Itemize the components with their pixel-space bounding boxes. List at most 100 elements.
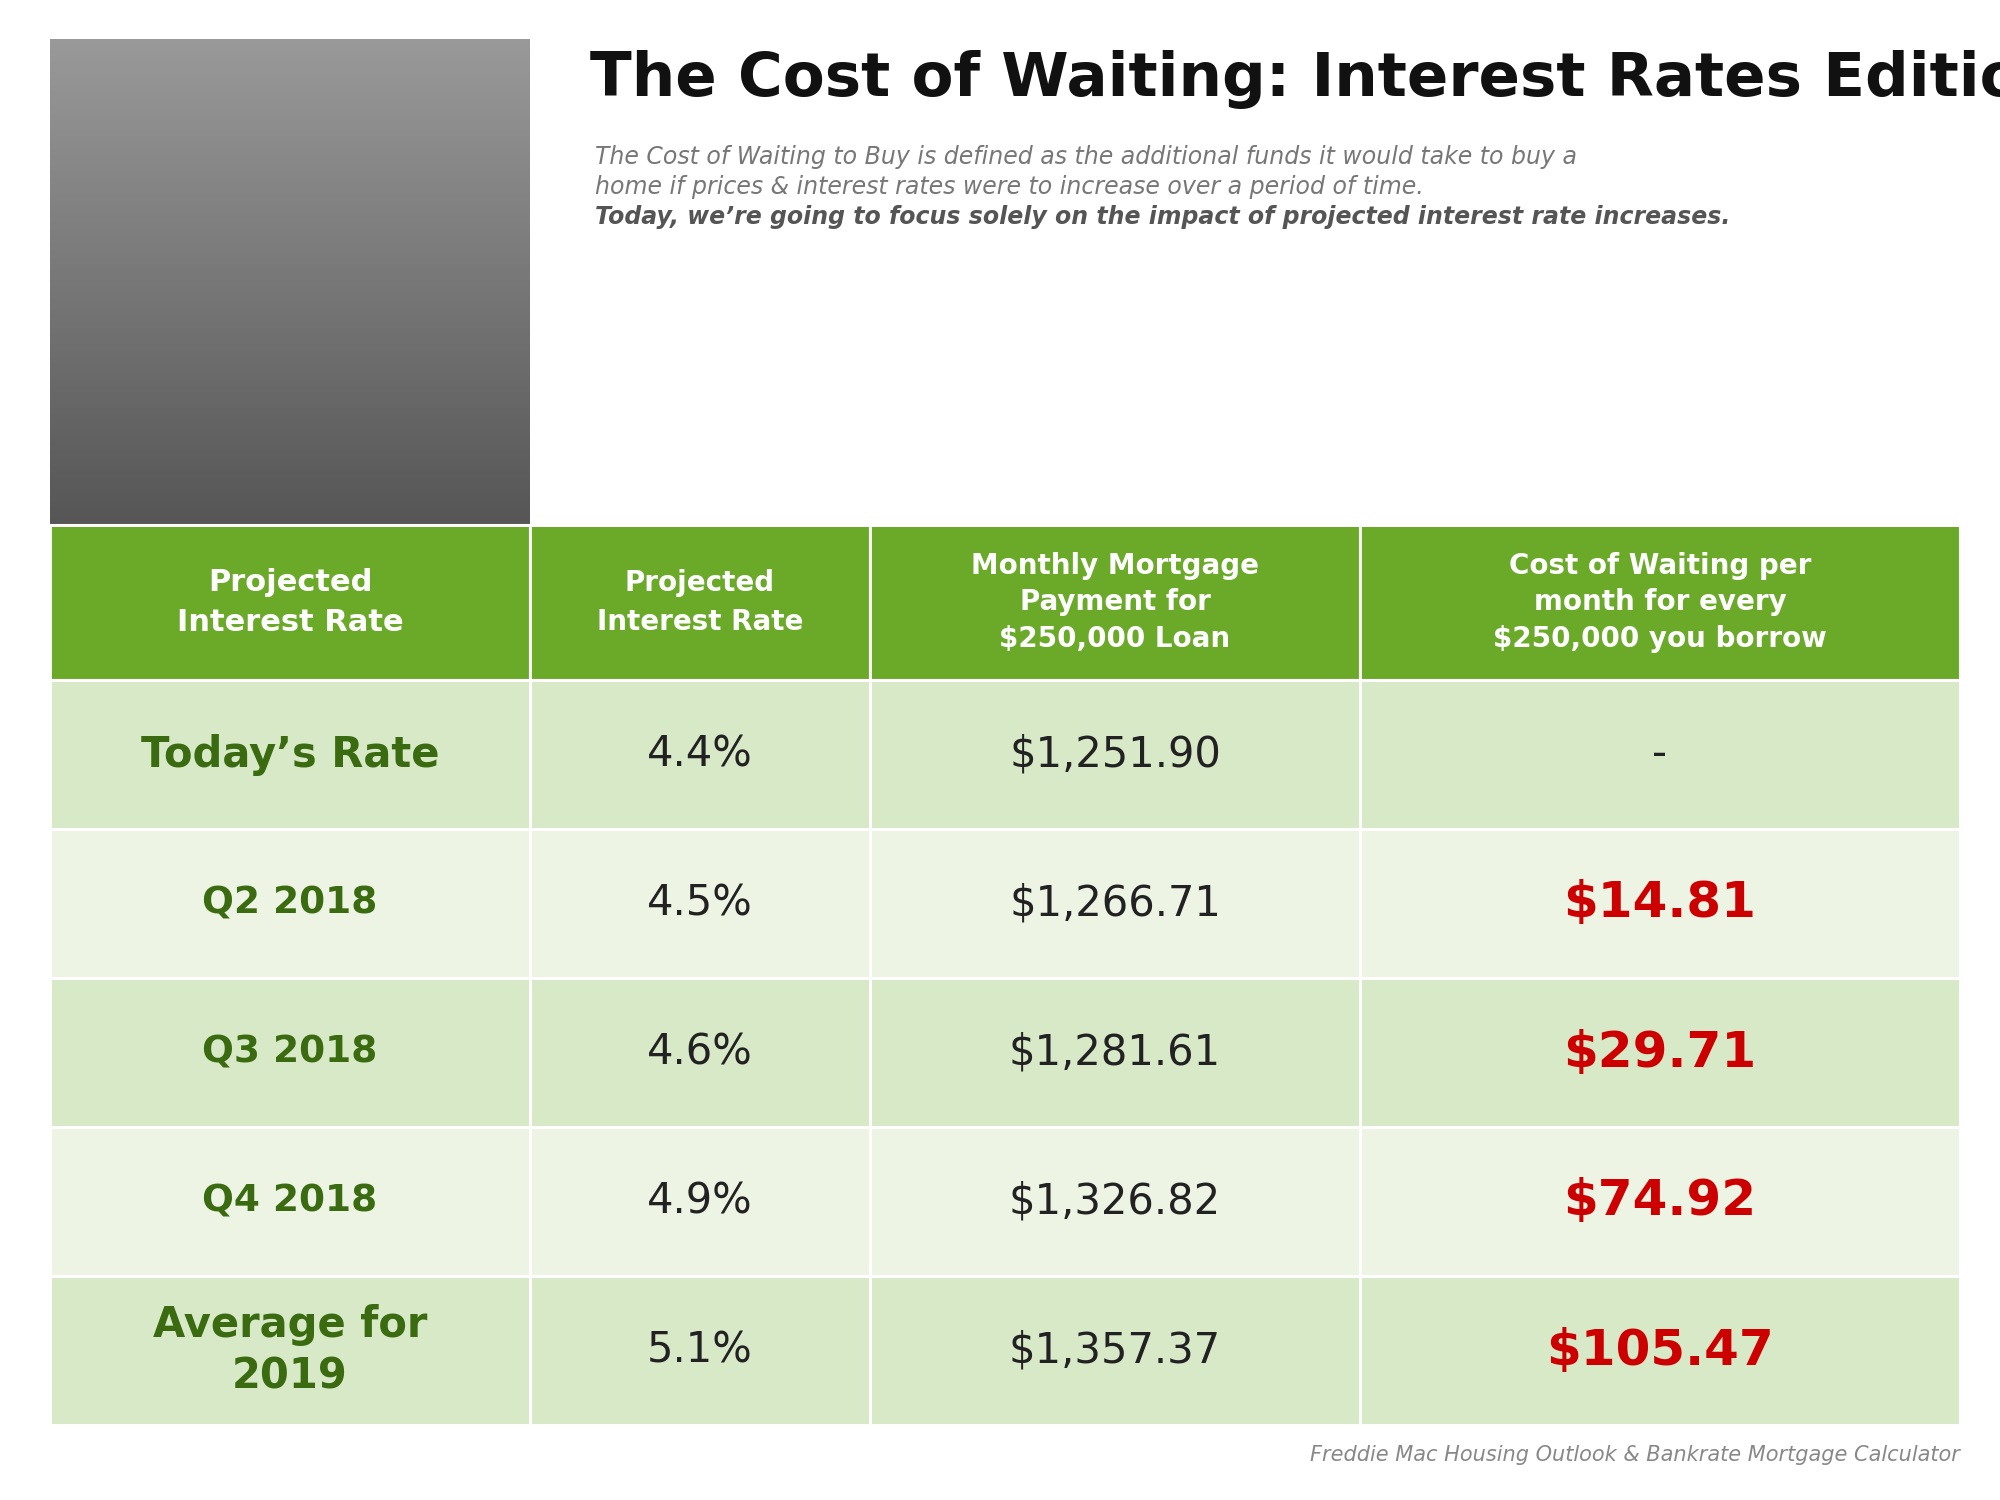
FancyBboxPatch shape: [50, 256, 530, 261]
FancyBboxPatch shape: [50, 69, 530, 72]
Text: Q2 2018: Q2 2018: [202, 885, 378, 921]
FancyBboxPatch shape: [50, 72, 530, 75]
FancyBboxPatch shape: [50, 234, 530, 238]
FancyBboxPatch shape: [530, 1126, 870, 1276]
Text: Projected
Interest Rate: Projected Interest Rate: [176, 568, 404, 638]
Text: Q3 2018: Q3 2018: [202, 1035, 378, 1071]
FancyBboxPatch shape: [50, 209, 530, 213]
FancyBboxPatch shape: [50, 386, 530, 388]
FancyBboxPatch shape: [50, 680, 530, 830]
FancyBboxPatch shape: [50, 561, 530, 566]
FancyBboxPatch shape: [50, 90, 530, 94]
FancyBboxPatch shape: [50, 290, 530, 292]
Text: 4.4%: 4.4%: [648, 734, 752, 776]
Text: The Cost of Waiting: Interest Rates Edition: The Cost of Waiting: Interest Rates Edit…: [590, 50, 2000, 110]
FancyBboxPatch shape: [50, 366, 530, 369]
FancyBboxPatch shape: [50, 87, 530, 92]
FancyBboxPatch shape: [50, 519, 530, 524]
FancyBboxPatch shape: [50, 228, 530, 232]
FancyBboxPatch shape: [50, 482, 530, 484]
FancyBboxPatch shape: [50, 609, 530, 613]
FancyBboxPatch shape: [50, 622, 530, 626]
FancyBboxPatch shape: [50, 459, 530, 462]
FancyBboxPatch shape: [50, 352, 530, 357]
FancyBboxPatch shape: [50, 507, 530, 510]
FancyBboxPatch shape: [50, 81, 530, 86]
FancyBboxPatch shape: [50, 154, 530, 159]
FancyBboxPatch shape: [50, 433, 530, 436]
FancyBboxPatch shape: [50, 142, 530, 146]
FancyBboxPatch shape: [50, 196, 530, 200]
FancyBboxPatch shape: [50, 626, 530, 628]
Text: Cost of Waiting per
month for every
$250,000 you borrow: Cost of Waiting per month for every $250…: [1494, 552, 1826, 654]
FancyBboxPatch shape: [50, 501, 530, 504]
FancyBboxPatch shape: [50, 606, 530, 609]
FancyBboxPatch shape: [50, 264, 530, 267]
Text: $74.92: $74.92: [1564, 1178, 1756, 1225]
FancyBboxPatch shape: [50, 64, 530, 69]
FancyBboxPatch shape: [50, 138, 530, 142]
FancyBboxPatch shape: [50, 430, 530, 433]
FancyBboxPatch shape: [50, 448, 530, 453]
FancyBboxPatch shape: [50, 382, 530, 386]
FancyBboxPatch shape: [50, 225, 530, 230]
FancyBboxPatch shape: [50, 405, 530, 408]
FancyBboxPatch shape: [50, 168, 530, 171]
FancyBboxPatch shape: [50, 98, 530, 100]
Text: $105.47: $105.47: [1546, 1326, 1774, 1374]
FancyBboxPatch shape: [50, 468, 530, 472]
FancyBboxPatch shape: [1360, 1126, 1960, 1276]
FancyBboxPatch shape: [50, 538, 530, 543]
FancyBboxPatch shape: [50, 522, 530, 526]
FancyBboxPatch shape: [50, 388, 530, 392]
FancyBboxPatch shape: [50, 1126, 530, 1276]
FancyBboxPatch shape: [50, 357, 530, 360]
FancyBboxPatch shape: [50, 584, 530, 586]
FancyBboxPatch shape: [50, 180, 530, 184]
Text: Projected
Interest Rate: Projected Interest Rate: [596, 568, 804, 636]
FancyBboxPatch shape: [50, 286, 530, 290]
FancyBboxPatch shape: [530, 680, 870, 830]
FancyBboxPatch shape: [50, 490, 530, 495]
FancyBboxPatch shape: [50, 564, 530, 568]
FancyBboxPatch shape: [50, 663, 530, 668]
FancyBboxPatch shape: [50, 666, 530, 670]
FancyBboxPatch shape: [50, 603, 530, 606]
FancyBboxPatch shape: [50, 400, 530, 405]
FancyBboxPatch shape: [50, 674, 530, 676]
FancyBboxPatch shape: [50, 324, 530, 328]
FancyBboxPatch shape: [50, 574, 530, 578]
FancyBboxPatch shape: [50, 478, 530, 482]
FancyBboxPatch shape: [50, 542, 530, 546]
FancyBboxPatch shape: [870, 830, 1360, 978]
FancyBboxPatch shape: [50, 526, 530, 530]
FancyBboxPatch shape: [50, 254, 530, 258]
FancyBboxPatch shape: [50, 75, 530, 78]
FancyBboxPatch shape: [50, 62, 530, 66]
FancyBboxPatch shape: [50, 112, 530, 117]
FancyBboxPatch shape: [50, 369, 530, 374]
FancyBboxPatch shape: [50, 465, 530, 470]
FancyBboxPatch shape: [50, 346, 530, 351]
FancyBboxPatch shape: [50, 462, 530, 465]
FancyBboxPatch shape: [50, 510, 530, 513]
FancyBboxPatch shape: [50, 129, 530, 134]
FancyBboxPatch shape: [50, 453, 530, 456]
FancyBboxPatch shape: [50, 58, 530, 63]
FancyBboxPatch shape: [50, 309, 530, 312]
FancyBboxPatch shape: [50, 261, 530, 264]
FancyBboxPatch shape: [50, 580, 530, 584]
FancyBboxPatch shape: [50, 648, 530, 651]
FancyBboxPatch shape: [50, 53, 530, 56]
FancyBboxPatch shape: [50, 372, 530, 376]
FancyBboxPatch shape: [50, 94, 530, 98]
FancyBboxPatch shape: [50, 298, 530, 303]
FancyBboxPatch shape: [50, 530, 530, 532]
FancyBboxPatch shape: [50, 330, 530, 334]
FancyBboxPatch shape: [50, 152, 530, 154]
FancyBboxPatch shape: [50, 315, 530, 318]
FancyBboxPatch shape: [50, 360, 530, 363]
FancyBboxPatch shape: [50, 56, 530, 58]
FancyBboxPatch shape: [50, 106, 530, 111]
FancyBboxPatch shape: [50, 597, 530, 600]
